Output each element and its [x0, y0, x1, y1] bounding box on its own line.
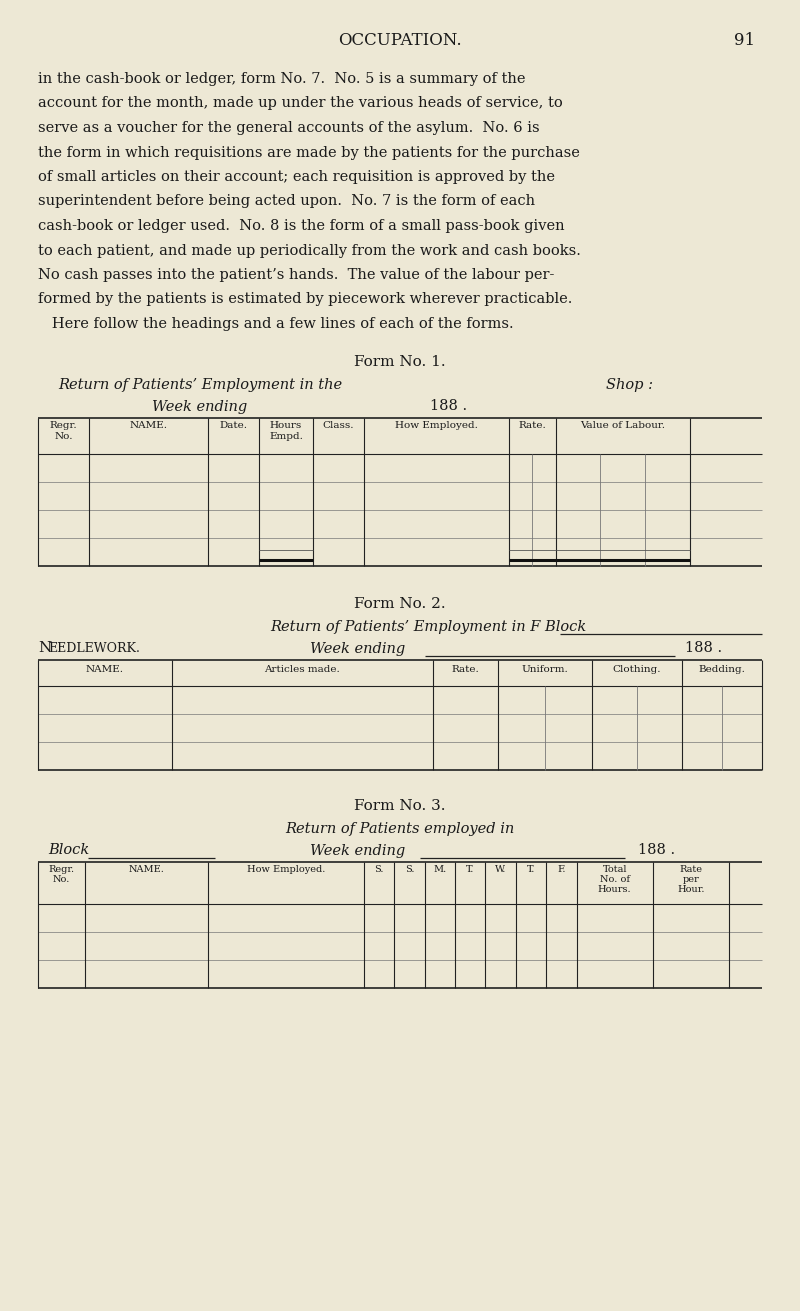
Text: Week ending: Week ending — [310, 843, 406, 857]
Text: NAME.: NAME. — [130, 422, 167, 430]
Text: Rate.: Rate. — [451, 665, 479, 674]
Text: Uniform.: Uniform. — [522, 665, 568, 674]
Text: formed by the patients is estimated by piecework wherever practicable.: formed by the patients is estimated by p… — [38, 292, 572, 307]
Text: EEDLEWORK.: EEDLEWORK. — [48, 642, 140, 656]
Text: Block: Block — [48, 843, 90, 857]
Text: 188 .: 188 . — [430, 400, 467, 413]
Text: Return of Patients’ Employment in F Block: Return of Patients’ Employment in F Bloc… — [270, 620, 586, 633]
Text: Form No. 3.: Form No. 3. — [354, 800, 446, 814]
Text: S.: S. — [405, 864, 414, 873]
Text: Form No. 2.: Form No. 2. — [354, 598, 446, 611]
Text: Week ending: Week ending — [310, 641, 406, 656]
Text: account for the month, made up under the various heads of service, to: account for the month, made up under the… — [38, 97, 562, 110]
Text: Return of Patients’ Employment in the: Return of Patients’ Employment in the — [58, 378, 342, 392]
Text: of small articles on their account; each requisition is approved by the: of small articles on their account; each… — [38, 170, 555, 184]
Text: to each patient, and made up periodically from the work and cash books.: to each patient, and made up periodicall… — [38, 244, 581, 257]
Text: Here follow the headings and a few lines of each of the forms.: Here follow the headings and a few lines… — [38, 317, 514, 330]
Text: N: N — [38, 641, 51, 656]
Text: the form in which requisitions are made by the patients for the purchase: the form in which requisitions are made … — [38, 146, 580, 160]
Text: Regr.
No.: Regr. No. — [50, 422, 77, 440]
Text: 188 .: 188 . — [638, 843, 675, 857]
Text: NAME.: NAME. — [129, 864, 165, 873]
Text: Week ending: Week ending — [152, 400, 248, 413]
Text: How Employed.: How Employed. — [394, 422, 478, 430]
Text: Articles made.: Articles made. — [264, 665, 340, 674]
Text: Class.: Class. — [322, 422, 354, 430]
Text: Hours
Empd.: Hours Empd. — [269, 422, 303, 440]
Text: Total
No. of
Hours.: Total No. of Hours. — [598, 864, 631, 894]
Text: Date.: Date. — [219, 422, 247, 430]
Text: T.: T. — [466, 864, 474, 873]
Text: Clothing.: Clothing. — [613, 665, 662, 674]
Text: 91: 91 — [734, 31, 755, 49]
Text: T.: T. — [527, 864, 535, 873]
Text: 188 .: 188 . — [685, 641, 722, 656]
Text: Regr.
No.: Regr. No. — [49, 864, 74, 884]
Text: No cash passes into the patient’s hands.  The value of the labour per-: No cash passes into the patient’s hands.… — [38, 267, 554, 282]
Text: W.: W. — [495, 864, 506, 873]
Text: NAME.: NAME. — [86, 665, 124, 674]
Text: Rate
per
Hour.: Rate per Hour. — [677, 864, 705, 894]
Text: cash-book or ledger used.  No. 8 is the form of a small pass-book given: cash-book or ledger used. No. 8 is the f… — [38, 219, 565, 233]
Text: Return of Patients employed in: Return of Patients employed in — [286, 822, 514, 835]
Text: Value of Labour.: Value of Labour. — [580, 422, 665, 430]
Text: How Employed.: How Employed. — [246, 864, 325, 873]
Text: in the cash-book or ledger, form No. 7.  No. 5 is a summary of the: in the cash-book or ledger, form No. 7. … — [38, 72, 526, 87]
Text: Shop :: Shop : — [606, 378, 654, 392]
Text: Bedding.: Bedding. — [698, 665, 746, 674]
Text: OCCUPATION.: OCCUPATION. — [338, 31, 462, 49]
Text: M.: M. — [433, 864, 446, 873]
Text: Form No. 1.: Form No. 1. — [354, 355, 446, 370]
Text: serve as a voucher for the general accounts of the asylum.  No. 6 is: serve as a voucher for the general accou… — [38, 121, 540, 135]
Text: F.: F. — [558, 864, 566, 873]
Text: Rate.: Rate. — [518, 422, 546, 430]
Text: superintendent before being acted upon.  No. 7 is the form of each: superintendent before being acted upon. … — [38, 194, 535, 208]
Text: S.: S. — [374, 864, 384, 873]
